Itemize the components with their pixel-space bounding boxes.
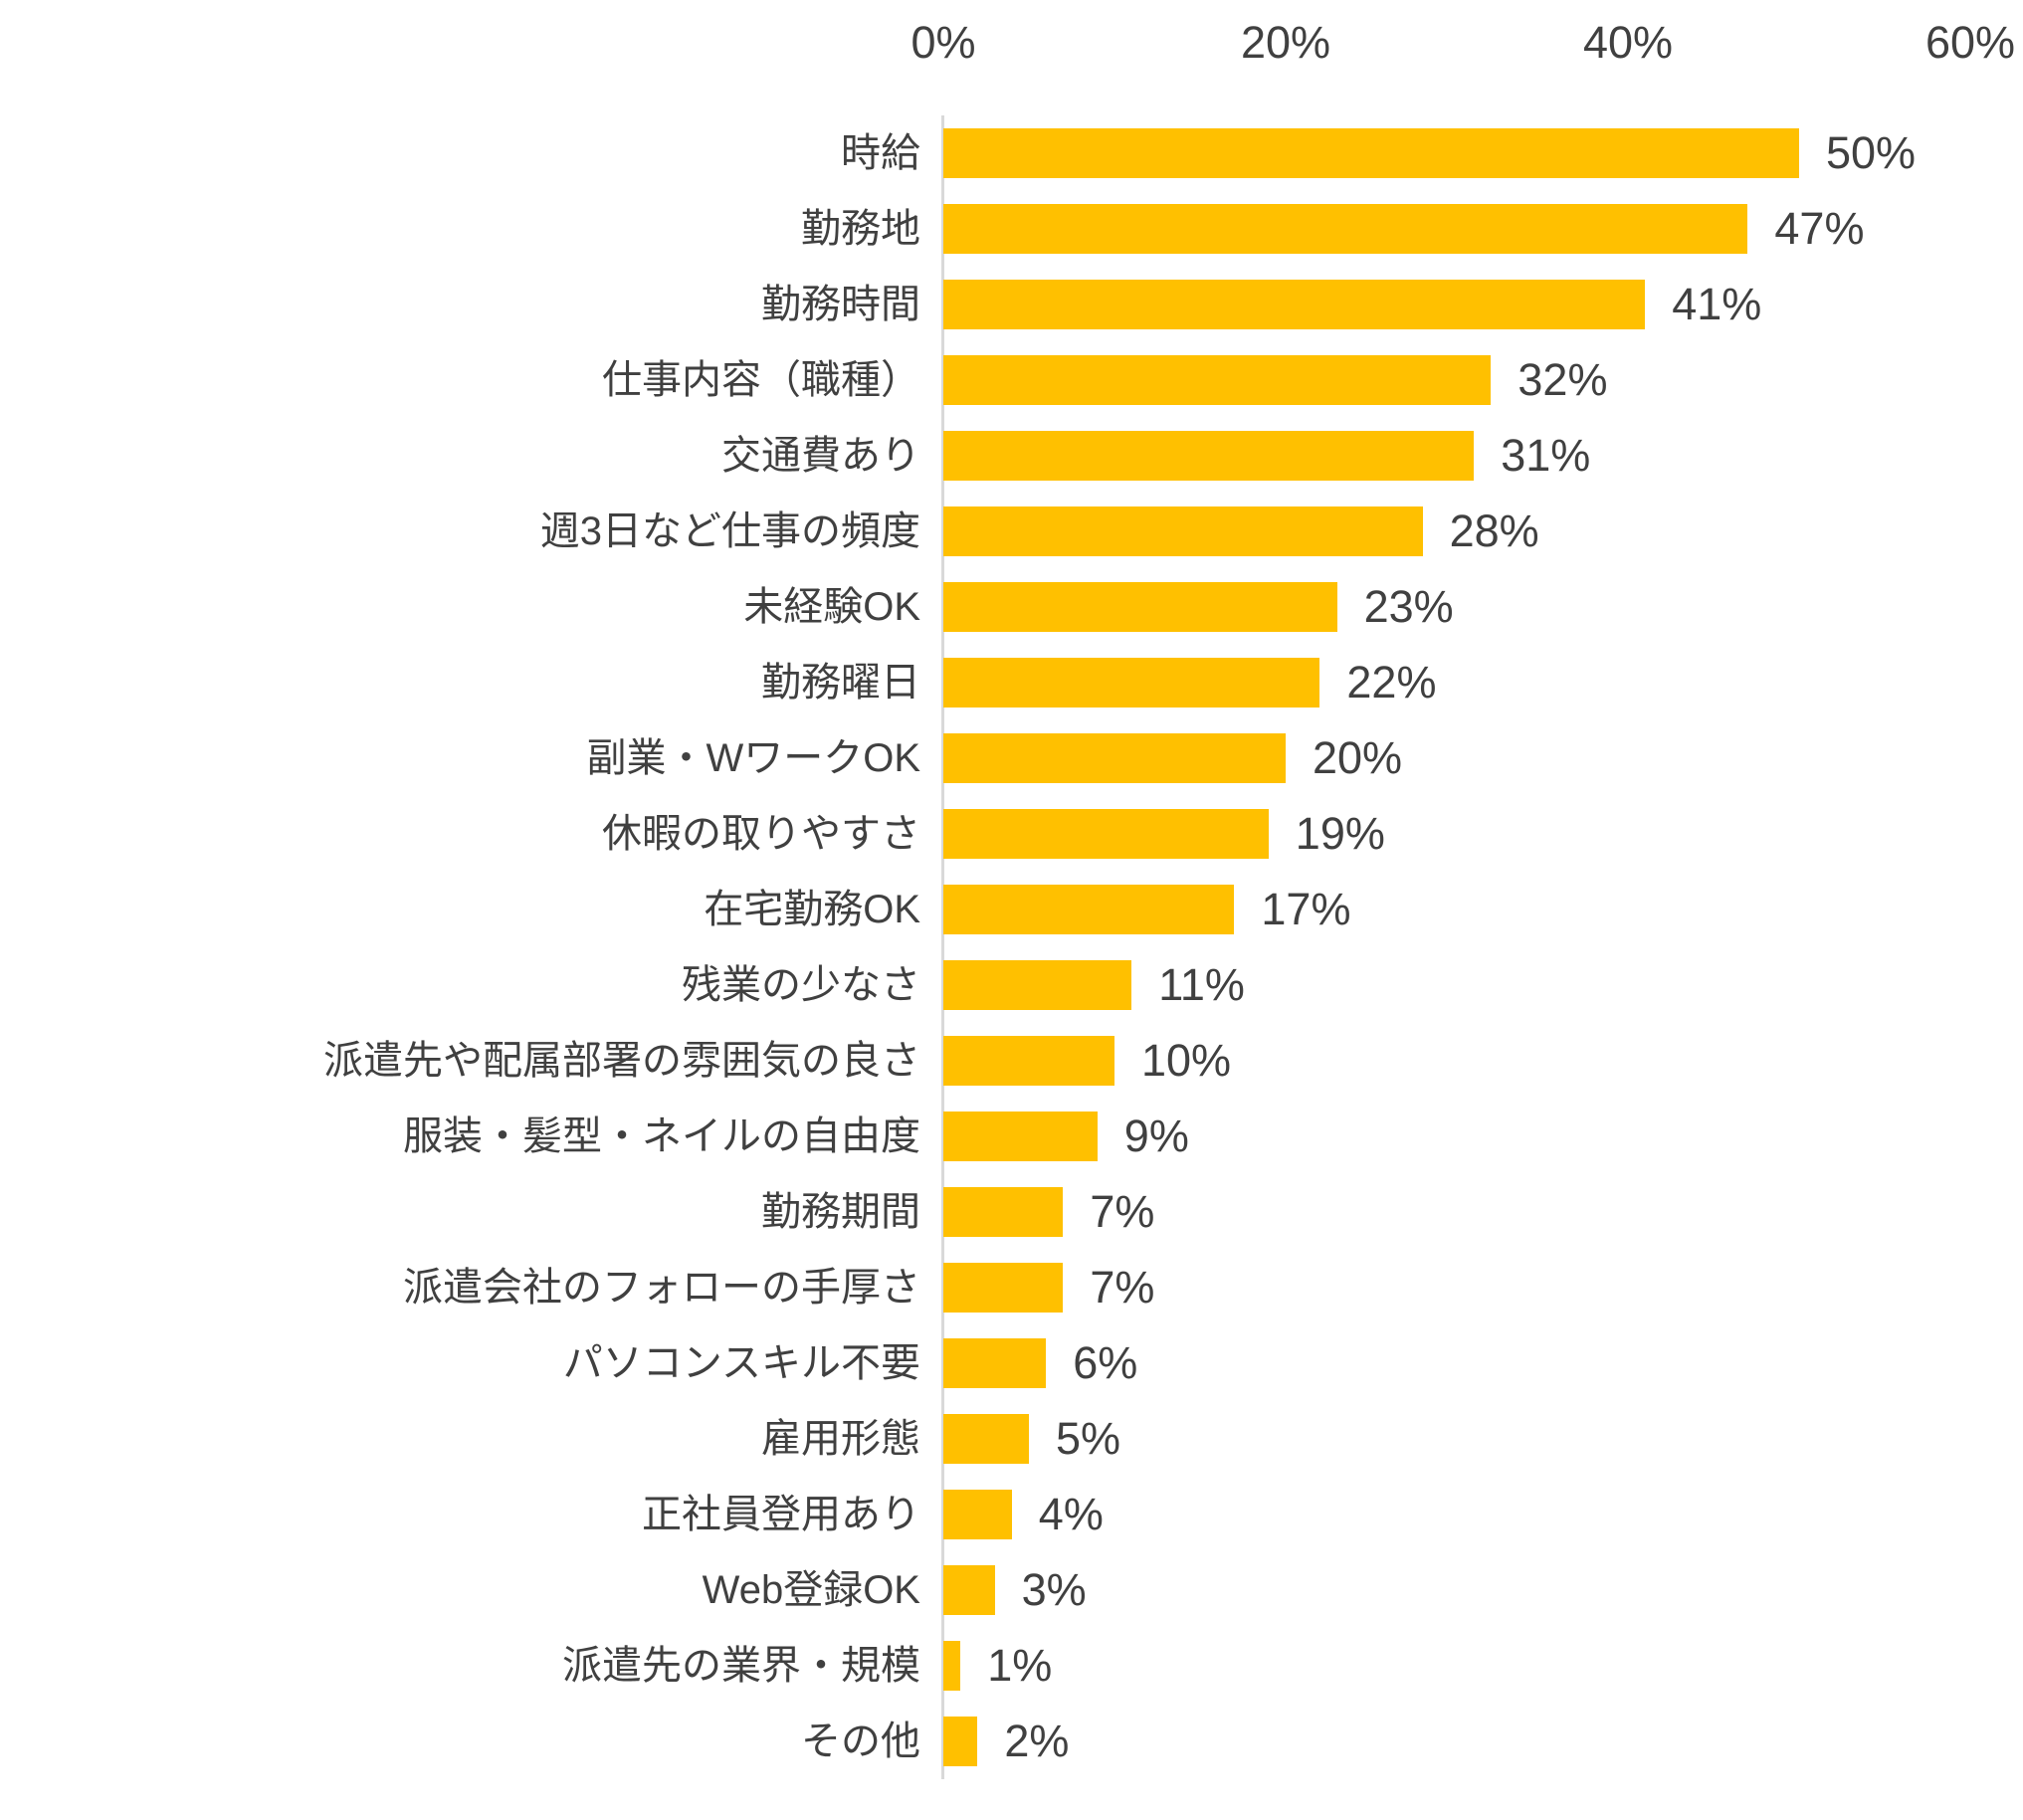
x-axis-tick: 20% [1240,17,1331,68]
category-label: 派遣先や配属部署の雰囲気の良さ [323,1039,920,1083]
x-axis: 0% 20% 40% 60% [0,0,2023,90]
bar [943,204,1748,254]
bar [943,809,1269,859]
chart-row: 勤務曜日 22% [0,645,2023,720]
chart-row: 派遣先の業界・規模 1% [0,1628,2023,1704]
value-label: 9% [1123,1111,1189,1161]
value-label: 23% [1363,581,1454,632]
chart-row: 派遣先や配属部署の雰囲気の良さ 10% [0,1023,2023,1099]
chart-row: パソコンスキル不要 6% [0,1325,2023,1401]
category-label: 雇用形態 [761,1417,920,1461]
bar [943,1112,1098,1161]
category-label: 副業・WワークOK [586,736,920,780]
chart-row: 副業・WワークOK 20% [0,720,2023,796]
value-label: 19% [1295,808,1385,859]
bar [943,1565,995,1615]
category-label: 残業の少なさ [682,963,920,1007]
bar [943,1036,1114,1086]
bar [943,733,1286,783]
bar [943,506,1423,556]
chart-row: 派遣会社のフォローの手厚さ 7% [0,1250,2023,1325]
value-label: 32% [1517,354,1608,405]
chart-row: 交通費あり 31% [0,418,2023,494]
x-axis-tick: 40% [1582,17,1674,68]
chart-rows: 時給 50% 勤務地 47% 勤務時間 41% 仕事内容（職種） 32% 交通費あり 31% 週3日… [0,115,2023,1779]
category-label: 勤務時間 [761,283,920,326]
value-label: 41% [1672,279,1762,329]
chart-row: 服装・髪型・ネイルの自由度 9% [0,1099,2023,1174]
bar [943,960,1132,1010]
x-axis-tick: 0% [910,17,976,68]
category-label: その他 [801,1719,920,1763]
value-label: 5% [1056,1413,1121,1464]
value-label: 7% [1090,1262,1155,1313]
chart-row: 勤務地 47% [0,191,2023,267]
value-label: 47% [1774,203,1865,254]
value-label: 2% [1004,1716,1070,1766]
chart-row: 雇用形態 5% [0,1401,2023,1477]
chart-row: Web登録OK 3% [0,1552,2023,1628]
category-label: 交通費あり [721,434,920,478]
bar [943,431,1475,481]
bar [943,1414,1029,1464]
bar [943,1717,978,1766]
chart-row: 未経験OK 23% [0,569,2023,645]
category-label: 週3日など仕事の頻度 [539,509,920,553]
category-label: 派遣先の業界・規模 [562,1644,920,1688]
category-label: 服装・髪型・ネイルの自由度 [403,1114,920,1158]
y-axis-line [941,115,944,1779]
value-label: 17% [1261,884,1351,934]
value-label: 6% [1073,1337,1138,1388]
category-label: 正社員登用あり [642,1493,920,1536]
category-label: 仕事内容（職種） [602,358,920,402]
chart-row: 在宅勤務OK 17% [0,872,2023,947]
bar [943,128,1799,178]
chart-row: 残業の少なさ 11% [0,947,2023,1023]
bar [943,1641,961,1691]
bar [943,1263,1064,1313]
category-label: 勤務地 [801,207,920,251]
chart-row: 勤務期間 7% [0,1174,2023,1250]
category-label: 派遣会社のフォローの手厚さ [403,1266,920,1310]
category-label: 休暇の取りやすさ [602,812,920,856]
category-label: 勤務曜日 [761,661,920,705]
category-label: 勤務期間 [761,1190,920,1234]
value-label: 1% [987,1640,1053,1691]
value-label: 11% [1158,959,1245,1010]
bar [943,355,1492,405]
category-label: 在宅勤務OK [704,888,920,931]
category-label: 時給 [841,131,920,175]
chart-row: その他 2% [0,1704,2023,1779]
value-label: 7% [1090,1186,1155,1237]
bar [943,658,1320,708]
chart-row: 休暇の取りやすさ 19% [0,796,2023,872]
value-label: 3% [1021,1564,1087,1615]
bar [943,885,1235,934]
value-label: 50% [1826,127,1917,178]
value-label: 4% [1038,1489,1104,1539]
value-label: 22% [1346,657,1437,708]
chart-row: 時給 50% [0,115,2023,191]
bar [943,582,1337,632]
value-label: 10% [1141,1035,1232,1086]
bar [943,280,1646,329]
value-label: 31% [1501,430,1591,481]
value-label: 20% [1313,732,1403,783]
chart-row: 週3日など仕事の頻度 28% [0,494,2023,569]
bar [943,1338,1047,1388]
chart-row: 正社員登用あり 4% [0,1477,2023,1552]
category-label: 未経験OK [743,585,920,629]
value-label: 28% [1449,506,1539,556]
category-label: パソコンスキル不要 [562,1341,920,1385]
bar [943,1490,1012,1539]
category-label: Web登録OK [702,1568,920,1612]
chart-row: 仕事内容（職種） 32% [0,342,2023,418]
chart-row: 勤務時間 41% [0,267,2023,342]
bar [943,1187,1064,1237]
x-axis-tick: 60% [1924,17,2016,68]
